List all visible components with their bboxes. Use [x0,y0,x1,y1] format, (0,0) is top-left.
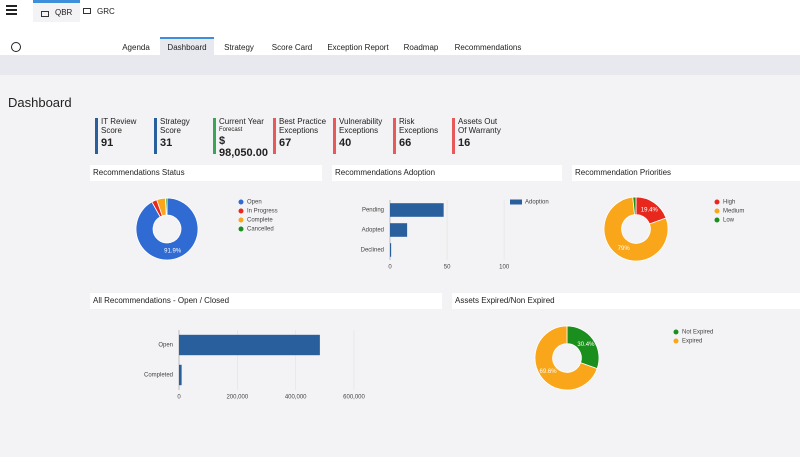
top-bar: QBR GRC [0,0,800,22]
pie-slice [165,197,168,216]
chart-title: Assets Expired/Non Expired [455,296,555,305]
legend-label[interactable]: Not Expired [682,330,713,336]
header-tab[interactable]: GRC [75,0,123,22]
kpi-card: Best Practice Exceptions 67 [273,117,327,154]
data-label: 69.6% [540,369,558,375]
legend-swatch [714,208,720,214]
legend-swatch [673,329,679,335]
kpi-value: 31 [160,137,173,149]
legend-swatch [510,199,522,205]
panel-header [90,165,322,181]
kpi-label: Strategy Score [160,117,190,135]
kpi-value: 67 [279,137,292,149]
panel-header [332,165,562,181]
chart-title: Recommendations Status [93,168,185,177]
x-tick-label: 50 [444,265,451,271]
kpi-card: IT Review Score 91 [95,117,149,154]
legend-label[interactable]: Adoption [525,200,549,206]
kpi-label: Best Practice Exceptions [279,117,327,135]
x-tick-label: 0 [388,265,392,271]
kpi-value: 66 [399,137,412,149]
panel-header [90,293,442,309]
chart-title: Recommendation Priorities [575,168,671,177]
x-tick-label: 200,000 [226,395,248,401]
data-label: 19.4% [641,208,659,214]
nav-tab[interactable]: Roadmap [403,43,439,52]
nav-tab[interactable]: Score Card [271,43,313,52]
legend-label[interactable]: Low [723,218,735,224]
nav-tab[interactable]: Agenda [122,43,150,52]
kpi-value: $ 98,050.00 [219,134,268,159]
bar [390,223,408,237]
kpi-label: Assets Out Of Warranty [458,117,501,135]
legend-label[interactable]: High [723,200,735,206]
legend-label[interactable]: Complete [247,218,273,224]
legend-swatch [238,226,244,232]
bar [390,203,444,217]
tab-label: GRC [97,7,115,16]
kpi-sublabel: Forecast [219,126,243,133]
pie-slice [534,325,598,391]
nav-tab[interactable]: Dashboard [160,37,214,56]
kpi-value: 91 [101,137,114,149]
y-tick-label: Declined [361,248,384,254]
y-tick-label: Pending [362,208,384,214]
kpi-card: Strategy Score 31 [154,117,208,154]
x-tick-label: 0 [177,395,181,401]
y-tick-label: Open [158,343,173,349]
panel-header [452,293,800,309]
legend-label[interactable]: Medium [723,209,744,215]
data-label: 79% [618,246,631,252]
bar [390,243,392,257]
chart-title: Recommendations Adoption [335,168,435,177]
panel-header [572,165,800,181]
kpi-label: Vulnerability Exceptions [339,117,383,135]
tab-label: QBR [55,8,73,17]
x-tick-label: 100 [499,265,510,271]
legend-swatch [238,217,244,223]
page-title: Dashboard [8,95,72,110]
kpi-label: Risk Exceptions [399,117,439,135]
legend-swatch [238,199,244,205]
legend-swatch [673,338,679,344]
kpi-value: 16 [458,137,471,149]
user-icon[interactable] [11,42,21,52]
kpi-card: Vulnerability Exceptions 40 [333,117,387,154]
y-tick-label: Adopted [362,228,384,234]
nav-tab[interactable]: Strategy [224,43,254,52]
pie-slice [632,196,637,216]
legend-label[interactable]: Expired [682,339,702,345]
chart-title: All Recommendations - Open / Closed [93,296,229,305]
data-label: 30.4% [577,342,595,348]
legend-label[interactable]: Open [247,200,262,206]
x-tick-label: 400,000 [285,395,307,401]
menu-button[interactable] [6,5,17,7]
pie-slice [603,196,669,262]
sub-band [0,55,800,75]
kpi-label: IT Review Score [101,117,137,135]
bar [179,364,182,386]
bar [179,334,320,356]
data-label: 91.9% [164,248,182,254]
kpi-card: Assets Out Of Warranty 16 [452,117,506,154]
legend-label[interactable]: In Progress [247,209,278,215]
header-tab[interactable]: QBR [33,0,81,22]
kpi-value: 40 [339,137,352,149]
x-tick-label: 600,000 [343,395,365,401]
pie-slice [135,197,199,261]
legend-swatch [714,217,720,223]
kpi-card: Risk Exceptions 66 [393,117,447,154]
nav-tab[interactable]: Recommendations [454,43,522,52]
kpi-label: Current Year [219,117,264,126]
legend-label[interactable]: Cancelled [247,227,274,233]
legend-swatch [238,208,244,214]
legend-swatch [714,199,720,205]
nav-tab[interactable]: Exception Report [327,43,389,52]
nav-bar: Agenda Dashboard Strategy Score Card Excepti… [0,22,800,56]
kpi-card: Current Year Forecast $ 98,050.00 [213,117,271,159]
y-tick-label: Completed [144,373,173,379]
